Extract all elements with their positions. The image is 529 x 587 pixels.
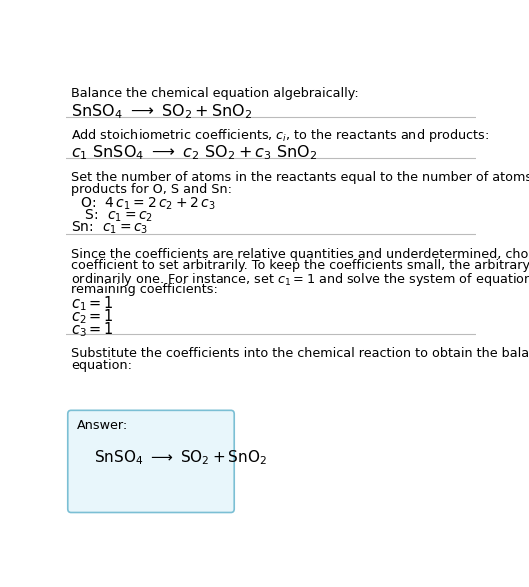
Text: coefficient to set arbitrarily. To keep the coefficients small, the arbitrary va: coefficient to set arbitrarily. To keep … (71, 259, 529, 272)
Text: $c_1\ \mathrm{SnSO_4}\ \longrightarrow\ c_2\ \mathrm{SO_2} + c_3\ \mathrm{SnO_2}: $c_1\ \mathrm{SnSO_4}\ \longrightarrow\ … (71, 144, 317, 163)
FancyBboxPatch shape (68, 410, 234, 512)
Text: remaining coefficients:: remaining coefficients: (71, 283, 218, 296)
Text: S:  $c_1 = c_2$: S: $c_1 = c_2$ (76, 208, 153, 224)
Text: Set the number of atoms in the reactants equal to the number of atoms in the: Set the number of atoms in the reactants… (71, 171, 529, 184)
Text: Balance the chemical equation algebraically:: Balance the chemical equation algebraica… (71, 87, 359, 100)
Text: Sn:  $c_1 = c_3$: Sn: $c_1 = c_3$ (71, 220, 149, 236)
Text: $c_2 = 1$: $c_2 = 1$ (71, 307, 114, 326)
Text: Substitute the coefficients into the chemical reaction to obtain the balanced: Substitute the coefficients into the che… (71, 347, 529, 360)
Text: ordinarily one. For instance, set $c_1 = 1$ and solve the system of equations fo: ordinarily one. For instance, set $c_1 =… (71, 271, 529, 288)
Text: Answer:: Answer: (77, 419, 128, 433)
Text: $\mathrm{SnSO_4}\ \longrightarrow\ \mathrm{SO_2 + SnO_2}$: $\mathrm{SnSO_4}\ \longrightarrow\ \math… (71, 102, 252, 121)
Text: O:  $4\,c_1 = 2\,c_2 + 2\,c_3$: O: $4\,c_1 = 2\,c_2 + 2\,c_3$ (76, 196, 216, 212)
Text: products for O, S and Sn:: products for O, S and Sn: (71, 183, 232, 196)
Text: $\mathrm{SnSO_4}\ \longrightarrow\ \mathrm{SO_2 + SnO_2}$: $\mathrm{SnSO_4}\ \longrightarrow\ \math… (94, 448, 267, 467)
Text: Since the coefficients are relative quantities and underdetermined, choose a: Since the coefficients are relative quan… (71, 248, 529, 261)
Text: equation:: equation: (71, 359, 132, 372)
Text: Add stoichiometric coefficients, $c_i$, to the reactants and products:: Add stoichiometric coefficients, $c_i$, … (71, 127, 489, 144)
Text: $c_1 = 1$: $c_1 = 1$ (71, 295, 114, 313)
Text: $c_3 = 1$: $c_3 = 1$ (71, 320, 114, 339)
